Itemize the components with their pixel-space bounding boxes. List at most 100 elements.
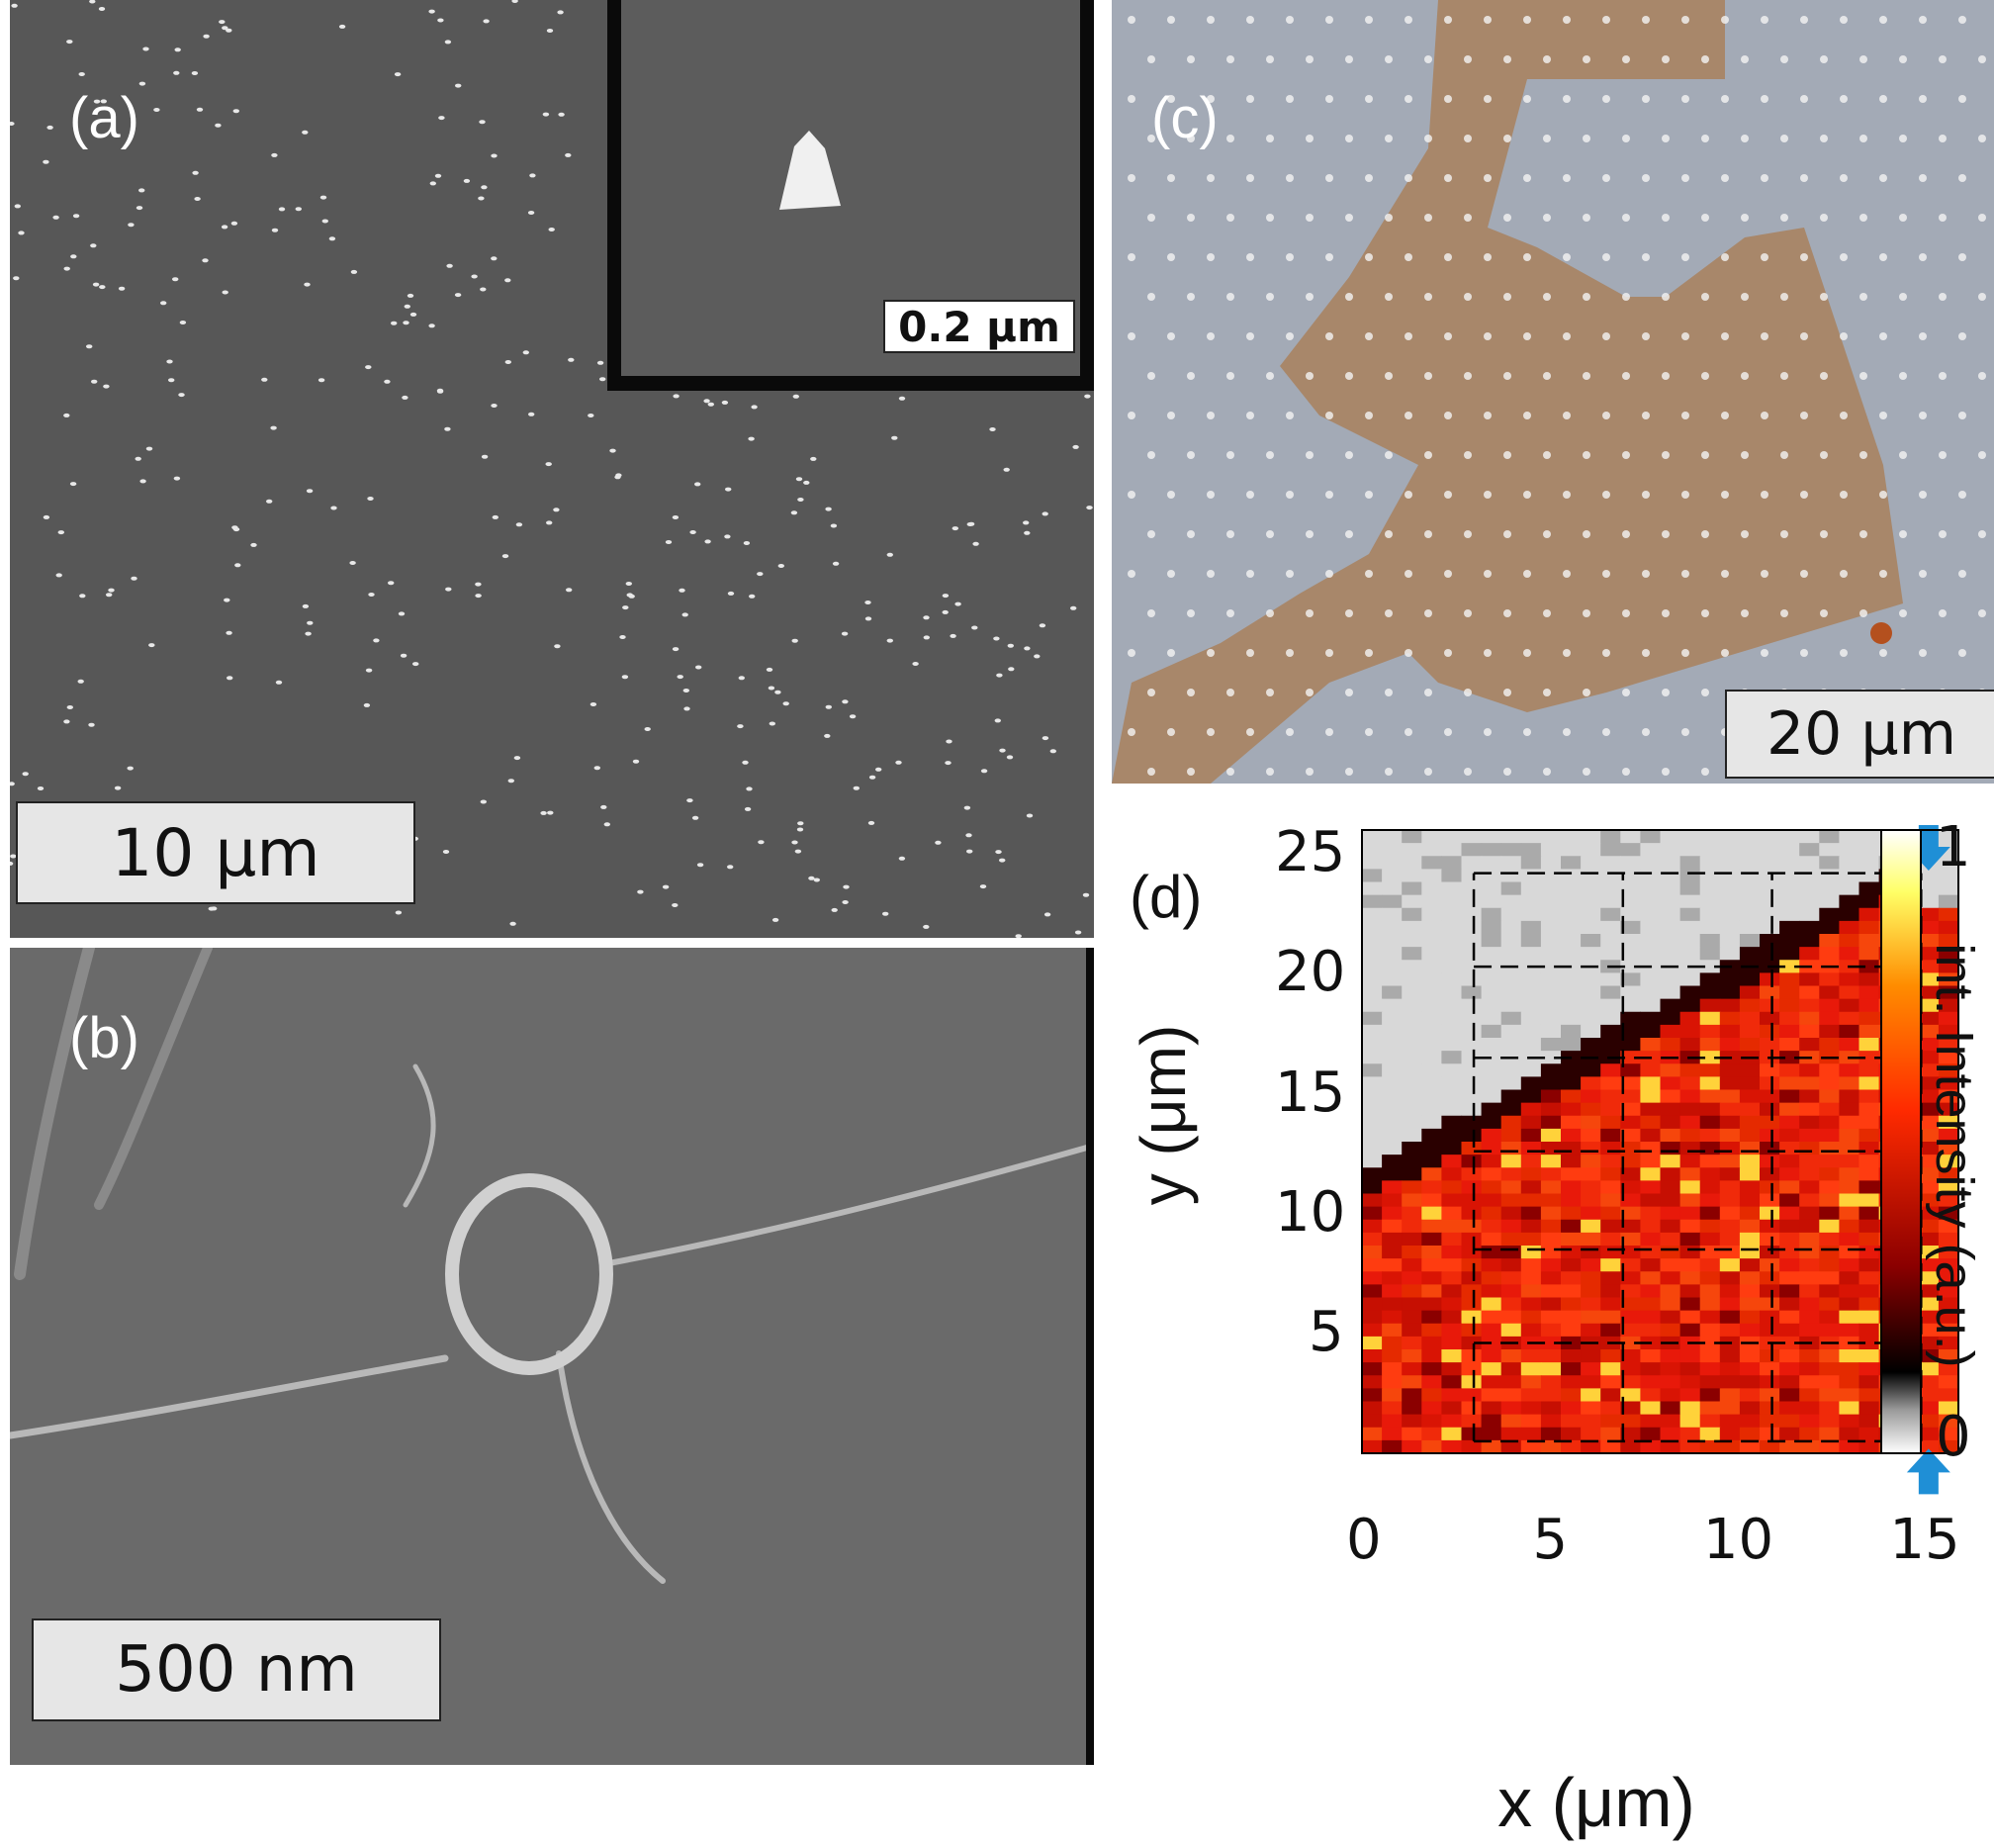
heatmap-cell — [1760, 1128, 1780, 1143]
heatmap-cell — [1739, 934, 1761, 948]
heatmap-cell — [1362, 1427, 1383, 1441]
substrate-dot — [1662, 768, 1670, 776]
heatmap-cell — [1938, 1115, 1959, 1130]
particle-dot — [173, 476, 181, 481]
substrate-dot — [1583, 768, 1590, 776]
heatmap-cell — [1461, 1102, 1483, 1117]
heatmap-cell — [1858, 830, 1880, 844]
heatmap-cell — [1918, 1271, 1940, 1285]
heatmap-cell — [1779, 1349, 1800, 1363]
substrate-dot — [1840, 332, 1848, 340]
heatmap-cell — [1799, 1427, 1820, 1441]
heatmap-cell — [1640, 869, 1662, 883]
particle-dot — [491, 404, 498, 408]
heatmap-cell — [1779, 881, 1800, 896]
substrate-dot — [1701, 451, 1709, 459]
heatmap-cell — [1760, 881, 1780, 896]
heatmap-cell — [1739, 1076, 1761, 1091]
heatmap-cell — [1362, 1439, 1383, 1454]
heatmap-cell — [1779, 960, 1800, 973]
substrate-dot — [1978, 372, 1986, 380]
heatmap-cell — [1500, 1038, 1522, 1052]
heatmap-cell — [1441, 1128, 1463, 1143]
heatmap-cell — [1500, 1115, 1522, 1130]
heatmap-cell — [1540, 1089, 1562, 1104]
particle-dot — [554, 644, 561, 649]
heatmap-cell — [1481, 1310, 1502, 1325]
heatmap-cell — [1461, 1011, 1483, 1026]
heatmap-cell — [1382, 1258, 1403, 1272]
heatmap-cell — [1719, 881, 1741, 896]
heatmap-cell — [1819, 1024, 1840, 1039]
heatmap-cell — [1760, 998, 1780, 1013]
particle-dot — [868, 775, 876, 780]
heatmap-cell — [1918, 1284, 1940, 1299]
heatmap-cell — [1679, 1349, 1701, 1363]
substrate-dot — [1721, 16, 1729, 24]
particle-dot — [824, 733, 831, 738]
heatmap-cell — [1481, 856, 1502, 870]
substrate-dot — [1167, 16, 1175, 24]
substrate-dot — [1128, 728, 1135, 736]
heatmap-cell — [1699, 894, 1721, 909]
heatmap-cell — [1600, 1089, 1621, 1104]
heatmap-cell — [1520, 972, 1542, 987]
substrate-dot — [1563, 412, 1571, 419]
substrate-dot — [1207, 491, 1215, 499]
heatmap-cell — [1699, 1206, 1721, 1221]
heatmap-cell — [1540, 934, 1562, 948]
particle-dot — [515, 522, 523, 527]
heatmap-cell — [1779, 1102, 1800, 1117]
particle-dot — [138, 81, 146, 86]
heatmap-cell — [1600, 1362, 1621, 1376]
substrate-dot — [1958, 95, 1966, 103]
heatmap-cell — [1918, 1362, 1940, 1376]
heatmap-cell — [1660, 1232, 1681, 1247]
heatmap-cell — [1540, 1102, 1562, 1117]
y-tick-label: 20 — [1275, 940, 1346, 1005]
particle-dot — [208, 906, 215, 911]
substrate-dot — [1563, 16, 1571, 24]
particle-dot — [794, 849, 802, 854]
substrate-dot — [1444, 728, 1452, 736]
particle-dot — [471, 274, 478, 279]
heatmap-cell — [1779, 1414, 1800, 1429]
heatmap-cell — [1799, 1362, 1820, 1376]
heatmap-cell — [1760, 1102, 1780, 1117]
heatmap-cell — [1481, 1180, 1502, 1195]
heatmap-cell — [1739, 1297, 1761, 1312]
heatmap-cell — [1819, 907, 1840, 922]
heatmap-cell — [1540, 1375, 1562, 1389]
substrate-dot — [1325, 728, 1333, 736]
heatmap-cell — [1660, 1297, 1681, 1312]
heatmap-cell — [1699, 985, 1721, 1000]
heatmap-cell — [1600, 907, 1621, 922]
heatmap-cell — [1481, 869, 1502, 883]
heatmap-cell — [1819, 1115, 1840, 1130]
substrate-dot — [1424, 135, 1432, 142]
heatmap-cell — [1640, 1323, 1662, 1338]
heatmap-cell — [1461, 1024, 1483, 1039]
heatmap-cell — [1858, 869, 1880, 883]
heatmap-cell — [1760, 1038, 1780, 1052]
heatmap-cell — [1500, 1284, 1522, 1299]
heatmap-cell — [1760, 934, 1780, 948]
substrate-dot — [1879, 649, 1887, 657]
substrate-dot — [1543, 451, 1551, 459]
particle-dot — [481, 454, 489, 459]
particle-dot — [231, 525, 238, 530]
particle-dot — [412, 662, 419, 667]
heatmap-cell — [1839, 1323, 1860, 1338]
heatmap-cell — [1581, 1180, 1601, 1195]
substrate-dot — [1345, 768, 1353, 776]
heatmap-cell — [1461, 934, 1483, 948]
heatmap-cell — [1561, 1193, 1582, 1208]
heatmap-cell — [1760, 947, 1780, 961]
substrate-dot — [1306, 451, 1314, 459]
substrate-dot — [1405, 16, 1412, 24]
heatmap-cell — [1520, 1232, 1542, 1247]
heatmap-cell — [1382, 869, 1403, 883]
particle-dot — [10, 854, 17, 859]
heatmap-cell — [1362, 894, 1383, 909]
particle-dot — [923, 635, 930, 640]
